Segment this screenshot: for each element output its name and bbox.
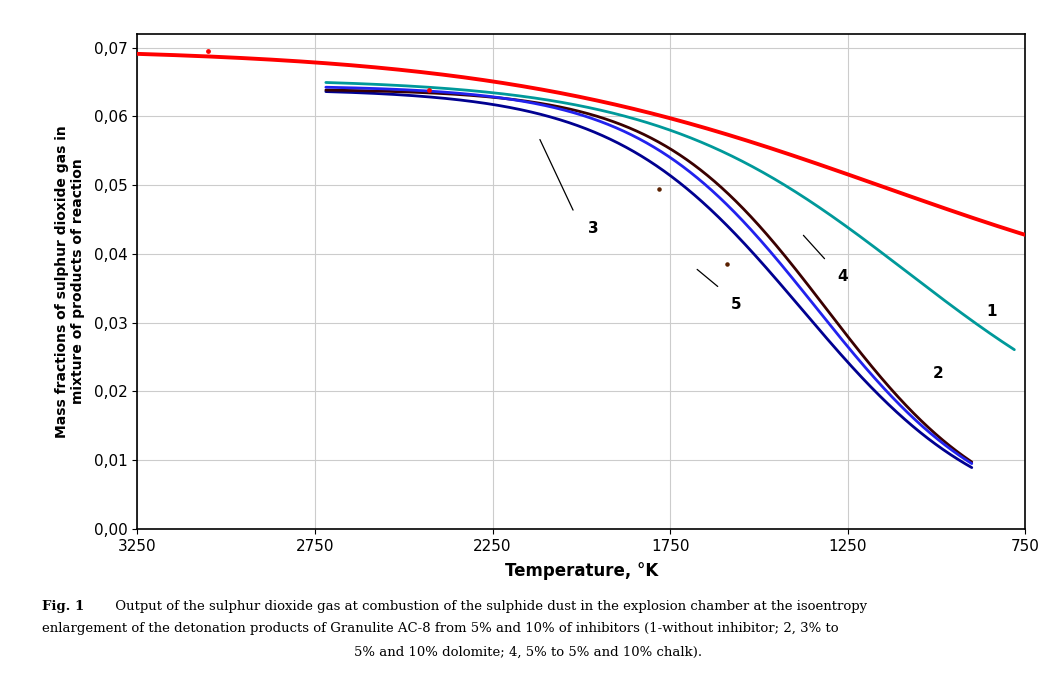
Text: 3: 3 [589,221,599,236]
Point [421,85,438,96]
Point [651,183,668,194]
Text: 4: 4 [837,269,848,284]
Text: 5% and 10% dolomite; 4, 5% to 5% and 10% chalk).: 5% and 10% dolomite; 4, 5% to 5% and 10%… [354,645,703,658]
Text: Fig. 1: Fig. 1 [42,600,85,613]
Point [719,259,736,270]
Text: 2: 2 [933,365,944,380]
X-axis label: Temperature, °K: Temperature, °K [505,562,657,580]
Y-axis label: Mass fractions of sulphur dioxide gas in
mixture of products of reaction: Mass fractions of sulphur dioxide gas in… [55,125,86,438]
Text: 5: 5 [730,297,741,312]
Text: enlargement of the detonation products of Granulite AC-8 from 5% and 10% of inhi: enlargement of the detonation products o… [42,622,839,635]
Point [200,45,217,56]
Text: 1: 1 [986,304,997,319]
Text: Output of the sulphur dioxide gas at combustion of the sulphide dust in the expl: Output of the sulphur dioxide gas at com… [111,600,867,613]
